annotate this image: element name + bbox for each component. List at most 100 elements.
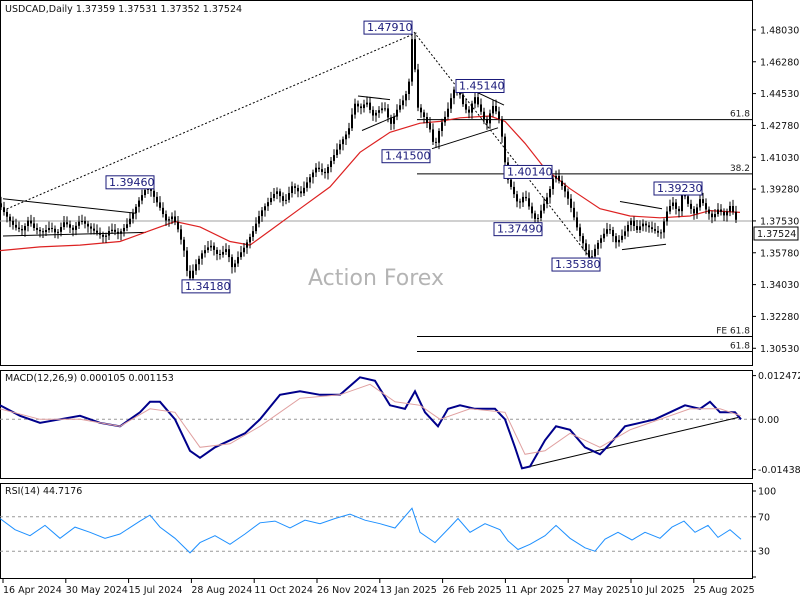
candle-body — [9, 216, 11, 221]
candle-body — [435, 141, 437, 143]
candle-body — [627, 224, 629, 232]
rsi-tick-label: 100 — [758, 487, 776, 498]
candle-body — [642, 223, 644, 227]
candle-body — [156, 196, 158, 203]
candle-body — [348, 128, 350, 135]
candle-body — [261, 210, 263, 217]
candle-body — [462, 94, 464, 105]
x-tick-label: 30 May 2024 — [66, 585, 128, 596]
candle-body — [60, 227, 62, 232]
candle-body — [732, 206, 734, 212]
candle-body — [675, 202, 677, 209]
x-tick-label: 25 Aug 2025 — [694, 585, 755, 596]
price-label: 1.39230 — [657, 182, 703, 195]
candle-body — [705, 203, 707, 210]
candle-body — [174, 216, 176, 223]
candle-body — [318, 167, 320, 170]
candle-body — [360, 106, 362, 109]
candle-body — [669, 206, 671, 212]
price-label-box — [653, 181, 703, 196]
candle-body — [240, 252, 242, 258]
candle-body — [330, 160, 332, 168]
price-label-box — [381, 149, 431, 164]
candle-body — [57, 231, 59, 233]
candle-body — [603, 233, 605, 239]
candle-body — [573, 207, 575, 218]
x-tick-label: 11 Apr 2025 — [505, 585, 564, 596]
candle-body — [474, 97, 476, 104]
candle-body — [0, 203, 2, 208]
candle-body — [432, 129, 434, 142]
price-label-box — [493, 222, 543, 237]
price-label: 1.41500 — [385, 150, 431, 163]
candle-body — [84, 221, 86, 224]
triangle-line — [2, 198, 137, 214]
candle-body — [168, 219, 170, 221]
candle-body — [39, 229, 41, 232]
candle-body — [618, 239, 620, 243]
candle-body — [465, 104, 467, 110]
candle-body — [633, 220, 635, 227]
candle-body — [567, 191, 569, 199]
candle-body — [588, 250, 590, 257]
candle-body — [87, 223, 89, 227]
candle-body — [666, 211, 668, 222]
candle-body — [561, 180, 563, 187]
candle-body — [267, 202, 269, 207]
channel-line — [619, 200, 663, 210]
candle-body — [54, 228, 56, 233]
candle-body — [252, 231, 254, 237]
candle-body — [708, 209, 710, 214]
candle-body — [660, 232, 662, 234]
candle-body — [189, 270, 191, 279]
candle-body — [306, 182, 308, 188]
macd-tick-label: 0.012472 — [758, 371, 800, 382]
candle-body — [105, 235, 107, 237]
candle-body — [162, 207, 164, 215]
y-tick-label: 1.37530 — [760, 216, 799, 227]
candle-body — [270, 198, 272, 203]
candle-body — [552, 178, 554, 190]
date-axis: 16 Apr 2024 30 May 2024 15 Jul 2024 28 Aug … — [2, 578, 755, 596]
y-tick-label: 1.42780 — [760, 121, 799, 132]
candle-body — [198, 258, 200, 265]
candle-body — [453, 89, 455, 99]
candle-body — [213, 245, 215, 250]
current-price: 1.37524 — [757, 229, 796, 240]
x-tick-label: 26 Nov 2024 — [317, 585, 378, 596]
candle-body — [324, 171, 326, 174]
candle-body — [702, 199, 704, 204]
candle-body — [354, 103, 356, 115]
candle-body — [33, 223, 35, 228]
rsi-tick-label: 30 — [758, 547, 770, 558]
rsi-lines: 100 70 30 — [0, 487, 776, 578]
y-tick-label: 1.44530 — [760, 89, 799, 100]
candle-body — [204, 250, 206, 254]
candle-body — [378, 110, 380, 113]
candle-body — [294, 186, 296, 188]
candle-body — [483, 111, 485, 119]
candle-body — [696, 207, 698, 214]
candle-body — [171, 216, 173, 220]
candle-body — [582, 236, 584, 244]
x-tick-label: 26 Feb 2025 — [443, 585, 502, 596]
candle-body — [534, 213, 536, 219]
y-tick-label: 1.35780 — [760, 248, 799, 259]
candle-body — [249, 236, 251, 243]
candle-body — [537, 217, 539, 219]
candle-body — [549, 189, 551, 198]
candle-body — [693, 208, 695, 214]
candle-body — [339, 144, 341, 150]
candle-body — [315, 167, 317, 173]
candle-body — [504, 136, 506, 163]
watermark: Action Forex — [308, 266, 444, 291]
price-label-box — [455, 78, 505, 93]
price-label: 1.34180 — [185, 280, 231, 293]
y-tick-label: 1.32280 — [760, 312, 799, 323]
candle-body — [486, 118, 488, 124]
candle-body — [468, 109, 470, 113]
trend-line-dotted — [413, 31, 593, 261]
candle-body — [237, 257, 239, 264]
fib-label: 61.8 — [730, 342, 750, 352]
candle-body — [246, 242, 248, 248]
